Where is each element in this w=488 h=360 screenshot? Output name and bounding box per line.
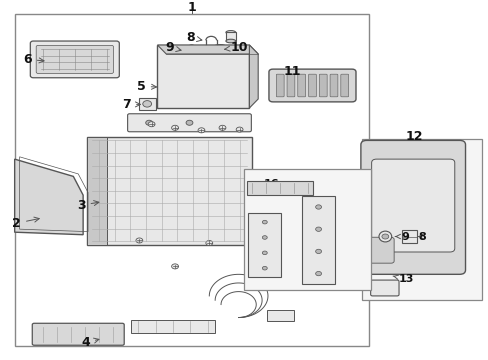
Ellipse shape	[225, 39, 235, 43]
Bar	[139, 98, 155, 110]
FancyBboxPatch shape	[371, 159, 454, 252]
Ellipse shape	[315, 249, 321, 253]
Bar	[246, 181, 312, 195]
FancyBboxPatch shape	[127, 114, 251, 132]
Ellipse shape	[225, 31, 235, 34]
Text: 8: 8	[186, 31, 202, 44]
Ellipse shape	[315, 227, 321, 231]
Text: 4: 4	[81, 336, 99, 349]
Ellipse shape	[171, 125, 178, 130]
FancyBboxPatch shape	[268, 69, 355, 102]
Text: 10: 10	[224, 41, 248, 54]
FancyBboxPatch shape	[360, 140, 465, 274]
Ellipse shape	[315, 271, 321, 276]
Ellipse shape	[236, 127, 243, 132]
Text: 9: 9	[164, 41, 181, 54]
Text: 14: 14	[316, 239, 335, 250]
Text: 1: 1	[187, 1, 196, 14]
Bar	[266, 310, 293, 321]
Text: 16: 16	[264, 179, 279, 189]
Bar	[157, 45, 249, 108]
FancyBboxPatch shape	[308, 74, 316, 97]
Ellipse shape	[219, 125, 225, 130]
Text: 5: 5	[137, 80, 156, 93]
Ellipse shape	[262, 266, 266, 270]
FancyBboxPatch shape	[286, 74, 294, 97]
Ellipse shape	[185, 120, 192, 125]
Ellipse shape	[136, 238, 142, 243]
FancyBboxPatch shape	[368, 237, 393, 263]
Text: 3: 3	[77, 199, 99, 212]
Bar	[244, 169, 370, 290]
FancyBboxPatch shape	[370, 280, 398, 296]
Ellipse shape	[142, 100, 151, 107]
Polygon shape	[15, 159, 83, 235]
Ellipse shape	[262, 236, 266, 239]
Text: 2: 2	[12, 217, 39, 230]
Bar	[401, 230, 416, 243]
Text: 6: 6	[23, 53, 44, 66]
Ellipse shape	[213, 45, 226, 49]
FancyBboxPatch shape	[276, 74, 284, 97]
FancyBboxPatch shape	[36, 45, 113, 73]
Ellipse shape	[171, 264, 178, 269]
FancyBboxPatch shape	[319, 74, 326, 97]
Bar	[213, 47, 226, 58]
Text: 11: 11	[283, 65, 301, 78]
FancyBboxPatch shape	[340, 74, 348, 97]
Text: 15: 15	[263, 249, 278, 259]
Ellipse shape	[148, 122, 155, 127]
Text: 7: 7	[122, 98, 140, 111]
Ellipse shape	[381, 234, 388, 239]
Text: 9: 9	[395, 231, 408, 242]
Bar	[87, 137, 106, 245]
Bar	[248, 213, 281, 277]
Bar	[15, 14, 368, 346]
Ellipse shape	[205, 240, 212, 246]
Bar	[361, 139, 481, 300]
Ellipse shape	[213, 55, 226, 60]
Text: 13: 13	[392, 274, 413, 284]
Ellipse shape	[262, 251, 266, 255]
Ellipse shape	[378, 231, 391, 242]
Polygon shape	[249, 45, 258, 108]
Ellipse shape	[198, 128, 204, 133]
Bar	[87, 137, 251, 245]
Bar	[131, 320, 215, 333]
Ellipse shape	[315, 205, 321, 209]
Polygon shape	[157, 45, 258, 54]
Text: 12: 12	[405, 130, 423, 143]
Bar	[302, 196, 334, 284]
Ellipse shape	[262, 220, 266, 224]
Ellipse shape	[145, 120, 152, 125]
FancyBboxPatch shape	[297, 74, 305, 97]
FancyBboxPatch shape	[30, 41, 119, 78]
Text: 8: 8	[417, 231, 425, 242]
FancyBboxPatch shape	[329, 74, 337, 97]
FancyBboxPatch shape	[32, 323, 124, 345]
Bar	[225, 32, 235, 41]
